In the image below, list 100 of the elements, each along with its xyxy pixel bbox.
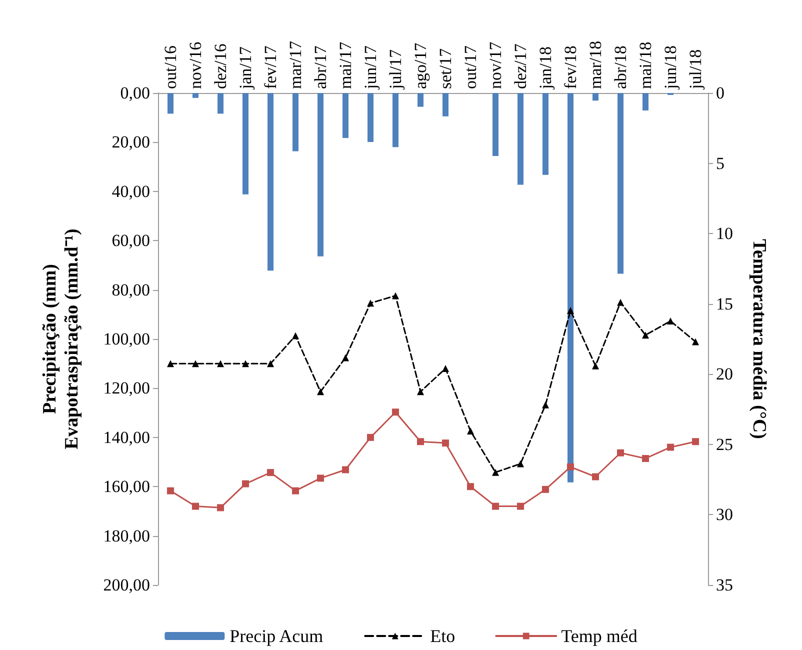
x-tick-label: mar/17 bbox=[286, 40, 305, 89]
point bbox=[217, 360, 224, 368]
point bbox=[517, 502, 524, 510]
point bbox=[292, 487, 299, 494]
y-tick-label: 120,00 bbox=[103, 378, 150, 398]
point bbox=[267, 469, 274, 476]
x-tick-label: abr/18 bbox=[611, 46, 630, 89]
bar bbox=[568, 93, 574, 482]
point bbox=[192, 360, 199, 368]
point bbox=[517, 460, 524, 468]
y-axis-title: Precipitação (mm) Evapotraspiração (mm.d⁻¹) bbox=[40, 228, 82, 450]
x-tick-label: out/17 bbox=[461, 45, 480, 89]
x-tick-label: dez/16 bbox=[211, 44, 230, 89]
bar bbox=[342, 93, 348, 138]
point bbox=[317, 474, 324, 482]
bar bbox=[318, 93, 324, 256]
x-tick-label: nov/17 bbox=[486, 41, 505, 89]
bar bbox=[368, 93, 374, 142]
legend-label: Eto bbox=[430, 626, 456, 646]
y2-tick-label: 0 bbox=[716, 84, 724, 102]
point bbox=[642, 332, 649, 339]
point bbox=[242, 480, 249, 488]
bar bbox=[268, 93, 274, 271]
y2-tick-label: 5 bbox=[716, 154, 724, 173]
point bbox=[617, 298, 624, 306]
point bbox=[292, 332, 299, 340]
y-tick-label: 80,00 bbox=[112, 280, 150, 300]
x-tick-label: jun/17 bbox=[361, 45, 380, 90]
y-tick-label: 100,00 bbox=[103, 330, 150, 348]
y-tick-label: 160,00 bbox=[103, 477, 150, 496]
y-tick-label: 200,00 bbox=[103, 576, 150, 594]
y-tick-label: 20,00 bbox=[112, 132, 150, 152]
point bbox=[367, 300, 374, 307]
legend-label: Precip Acum bbox=[230, 626, 324, 646]
x-tick-label: abr/17 bbox=[311, 45, 330, 89]
point bbox=[167, 360, 174, 368]
point bbox=[217, 504, 224, 512]
point bbox=[467, 483, 474, 490]
bar bbox=[492, 93, 498, 156]
x-tick-label: out/16 bbox=[161, 46, 180, 89]
bar bbox=[618, 93, 624, 274]
point bbox=[617, 449, 624, 456]
x-tick-label: jan/17 bbox=[236, 46, 255, 90]
point bbox=[642, 454, 649, 462]
y2-tick-label: 10 bbox=[716, 224, 733, 244]
x-tick-label: jul/17 bbox=[386, 48, 405, 90]
x-tick-label: set/17 bbox=[436, 48, 455, 89]
y2-tick-label: 25 bbox=[716, 434, 733, 454]
point bbox=[442, 365, 449, 372]
x-tick-label: mai/18 bbox=[636, 42, 655, 89]
point bbox=[667, 318, 674, 325]
bar bbox=[442, 93, 448, 116]
bar bbox=[642, 93, 648, 110]
point bbox=[592, 473, 599, 480]
bar bbox=[218, 93, 224, 114]
point bbox=[342, 354, 349, 362]
point bbox=[567, 463, 574, 470]
point bbox=[242, 360, 249, 368]
bar bbox=[392, 93, 398, 148]
y-tick-label: 60,00 bbox=[112, 231, 150, 250]
point bbox=[442, 440, 449, 447]
y2-tick-label: 15 bbox=[716, 294, 733, 314]
x-tick-label: fev/17 bbox=[261, 45, 280, 89]
x-tick-label: nov/16 bbox=[186, 42, 205, 89]
point bbox=[492, 502, 499, 510]
y-tick-label: 40,00 bbox=[112, 182, 150, 201]
point bbox=[192, 502, 199, 510]
bar bbox=[518, 93, 524, 185]
x-tick-label: mar/18 bbox=[586, 40, 605, 89]
y-tick-label: 140,00 bbox=[103, 428, 150, 447]
point bbox=[417, 388, 424, 396]
point bbox=[542, 401, 549, 408]
point bbox=[392, 292, 399, 300]
x-tick-label: mai/17 bbox=[336, 41, 355, 89]
y2-tick-label: 35 bbox=[716, 576, 733, 594]
point bbox=[342, 466, 349, 474]
bar bbox=[418, 93, 424, 107]
point bbox=[417, 438, 424, 446]
point bbox=[567, 306, 574, 314]
bar bbox=[242, 93, 248, 194]
x-tick-label: ago/17 bbox=[411, 42, 430, 89]
point bbox=[167, 487, 174, 494]
point bbox=[467, 428, 474, 435]
point bbox=[692, 338, 699, 346]
point bbox=[317, 388, 324, 396]
y2-tick-label: 20 bbox=[716, 364, 733, 384]
y2-tick-label: 30 bbox=[716, 505, 733, 524]
y-tick-label: 180,00 bbox=[103, 526, 150, 546]
point bbox=[392, 408, 399, 416]
point bbox=[667, 444, 674, 451]
x-tick-label: jul/18 bbox=[686, 49, 705, 90]
point bbox=[542, 486, 549, 493]
point bbox=[367, 434, 374, 441]
legend-label: Temp méd bbox=[561, 626, 638, 646]
x-tick-label: jan/18 bbox=[536, 46, 555, 90]
point bbox=[492, 468, 499, 476]
bar bbox=[292, 93, 298, 152]
bar bbox=[168, 93, 174, 114]
point bbox=[592, 362, 599, 370]
x-tick-label: dez/17 bbox=[511, 43, 530, 89]
